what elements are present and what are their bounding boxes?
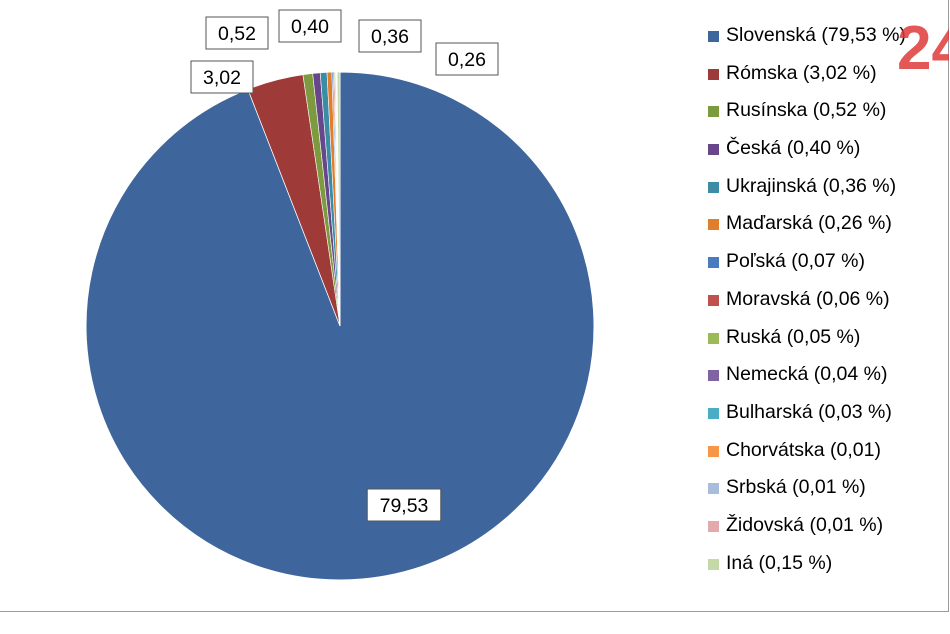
legend-swatch: [708, 144, 719, 156]
legend-swatch: [708, 219, 719, 231]
legend-item: Rusínska (0,52 %): [708, 96, 948, 134]
legend-label: Nemecká (0,04 %): [726, 363, 888, 386]
legend-label: Bulharská (0,03 %): [726, 400, 892, 423]
legend-swatch: [708, 332, 719, 344]
legend-label: Poľská (0,07 %): [726, 250, 865, 273]
legend-swatch: [708, 257, 719, 269]
legend-item: Maďarská (0,26 %): [708, 209, 948, 247]
legend-item: Bulharská (0,03 %): [708, 398, 948, 436]
legend-item: Ukrajinská (0,36 %): [708, 172, 948, 210]
legend-swatch: [708, 181, 719, 193]
legend-swatch: [708, 370, 719, 382]
svg-text:0,52: 0,52: [218, 23, 256, 45]
pie-slice: [336, 71, 341, 327]
legend-item: Nemecká (0,04 %): [708, 360, 948, 398]
pie-chart: 79,53 3,02 0,52 0,40 0,36 0,26: [85, 9, 595, 581]
pie-slice: [85, 71, 595, 581]
legend-label: Ruská (0,05 %): [726, 325, 861, 348]
legend-label: Iná (0,15 %): [726, 551, 833, 574]
legend-swatch: [708, 520, 719, 532]
legend-label: Rómska (3,02 %): [726, 61, 877, 84]
data-label: 3,02: [190, 60, 254, 94]
legend-item: Srbská (0,01 %): [708, 473, 948, 511]
legend-item: Česká (0,40 %): [708, 134, 948, 172]
legend-label: Rusínska (0,52 %): [726, 99, 887, 122]
data-label: 0,40: [278, 9, 342, 43]
legend-swatch: [708, 294, 719, 306]
legend-swatch: [708, 31, 719, 42]
legend-label: Moravská (0,06 %): [726, 287, 890, 310]
legend-item: Iná (0,15 %): [708, 549, 948, 587]
legend-item: Židovská (0,01 %): [708, 511, 948, 549]
legend-label: Chorvátska (0,01): [726, 438, 881, 461]
svg-text:0,26: 0,26: [448, 49, 486, 71]
legend-label: Maďarská (0,26 %): [726, 212, 892, 235]
data-label: 0,26: [435, 42, 499, 76]
legend-label: Česká (0,40 %): [726, 137, 861, 160]
data-label: 0,52: [205, 16, 269, 50]
chart-frame: [0, 0, 949, 612]
legend-label: Židovská (0,01 %): [726, 513, 884, 536]
legend: Slovenská (79,53 %) Rómska (3,02 %) Rusíns…: [708, 21, 948, 586]
legend-item: Ruská (0,05 %): [708, 323, 948, 361]
data-label: 0,36: [358, 19, 422, 53]
legend-swatch: [708, 558, 719, 570]
legend-item: Slovenská (79,53 %): [708, 21, 948, 59]
legend-label: Srbská (0,01 %): [726, 476, 866, 499]
legend-item: Chorvátska (0,01): [708, 436, 948, 474]
watermark-logo: 24: [897, 16, 949, 82]
legend-item: Rómska (3,02 %): [708, 59, 948, 97]
legend-item: Poľská (0,07 %): [708, 247, 948, 285]
legend-label: Slovenská (79,53 %): [726, 24, 906, 46]
legend-swatch: [708, 106, 719, 118]
data-label: 79,53: [366, 488, 442, 522]
svg-text:0,40: 0,40: [291, 16, 329, 38]
legend-swatch: [708, 407, 719, 419]
legend-label: Ukrajinská (0,36 %): [726, 174, 897, 197]
svg-text:3,02: 3,02: [203, 67, 241, 89]
legend-swatch: [708, 483, 719, 495]
legend-swatch: [708, 445, 719, 457]
legend-item: Moravská (0,06 %): [708, 285, 948, 323]
svg-text:79,53: 79,53: [380, 495, 429, 517]
svg-text:0,36: 0,36: [371, 26, 409, 48]
legend-swatch: [708, 68, 719, 80]
